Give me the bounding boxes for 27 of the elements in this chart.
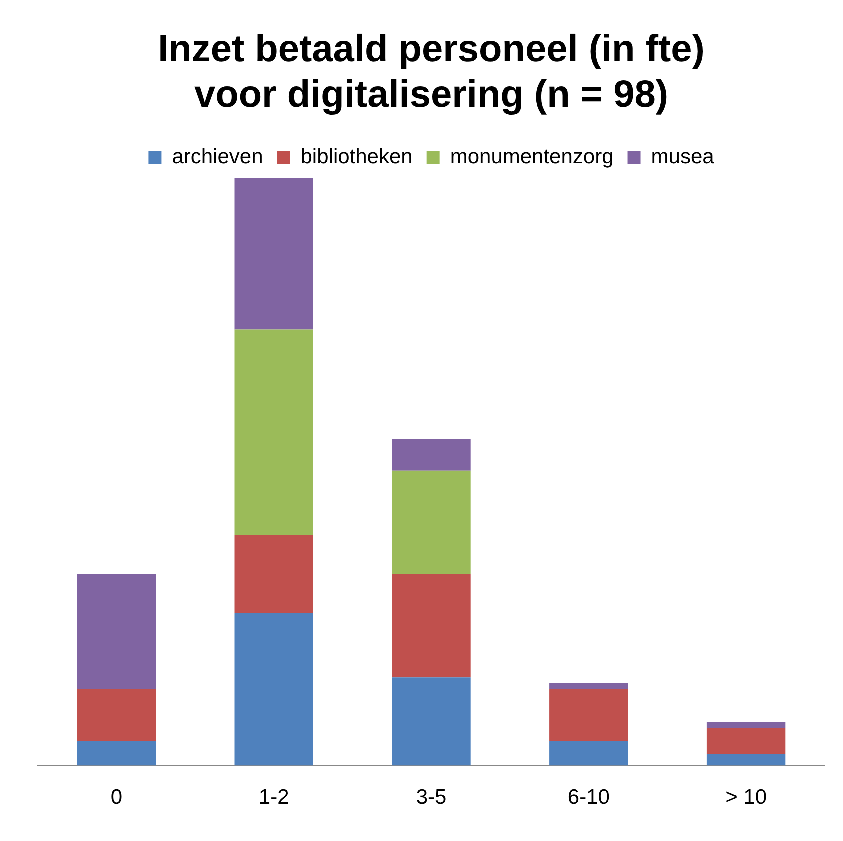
- legend-label: bibliotheken: [300, 145, 413, 168]
- bar: [392, 439, 471, 471]
- bar: [706, 722, 786, 728]
- bar: [77, 689, 156, 742]
- bar: [706, 754, 786, 766]
- x-tick-label: 3-5: [416, 786, 447, 810]
- bar: [392, 574, 471, 678]
- bar: [77, 741, 156, 766]
- bar: [234, 535, 314, 614]
- chart-title: Inzet betaald personeel (in fte) voor digitalisering (n = 98): [158, 28, 705, 116]
- x-tick-label: > 10: [726, 786, 768, 810]
- legend-label: archieven: [172, 145, 264, 168]
- x-tick-label: 0: [110, 786, 123, 810]
- bar: [550, 684, 628, 690]
- bar: [392, 470, 471, 574]
- bar: [392, 678, 471, 766]
- bar: [234, 613, 314, 766]
- bar: [234, 178, 314, 330]
- bar: [550, 741, 628, 766]
- bar: [77, 574, 156, 690]
- x-tick-label: 1-2: [258, 786, 290, 810]
- bar: [550, 689, 628, 742]
- legend-label: monumentenzorg: [450, 145, 614, 168]
- bar: [706, 728, 786, 754]
- legend-label: musea: [651, 145, 715, 168]
- bar: [234, 330, 314, 536]
- x-tick-label: 6-10: [568, 786, 610, 810]
